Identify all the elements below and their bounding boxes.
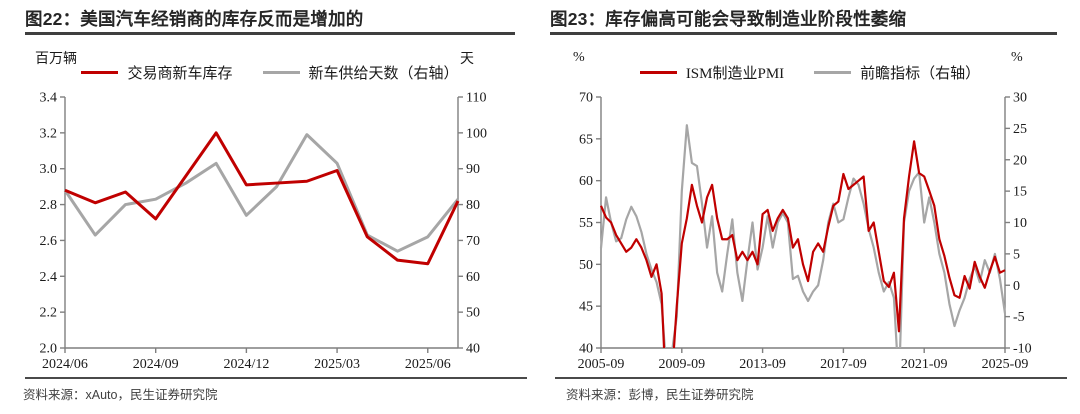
figure-title: 图22：美国汽车经销商的库存反而是增加的 (25, 9, 364, 29)
legend-item-ism-pmi: ISM制造业PMI (639, 62, 785, 83)
svg-text:50: 50 (466, 306, 480, 321)
legend-label: 交易商新车库存 (127, 66, 233, 82)
svg-text:15: 15 (1013, 185, 1027, 200)
red-line-swatch-icon (81, 70, 119, 75)
ism-pmi-line-chart: 40 45 50 55 60 65 70 -10 -5 0 5 10 15 20 25 30 2005-09 20… (578, 91, 1032, 373)
svg-text:60: 60 (579, 174, 593, 189)
svg-text:2013-09: 2013-09 (739, 357, 786, 372)
svg-text:45: 45 (579, 300, 593, 315)
svg-text:10: 10 (1013, 216, 1027, 231)
svg-text:30: 30 (1013, 91, 1027, 106)
svg-text:3.2: 3.2 (40, 126, 58, 141)
svg-text:5: 5 (1013, 247, 1020, 262)
legend: 交易商新车库存 新车供给天数（右轴） (0, 62, 540, 83)
svg-text:2009-09: 2009-09 (658, 357, 705, 372)
svg-text:2.8: 2.8 (40, 198, 58, 213)
figure-panel-22: 图22：美国汽车经销商的库存反而是增加的 2.0 2.2 2.4 2.6 2.8 3.0 3… (0, 9, 540, 402)
svg-text:2025/03: 2025/03 (314, 357, 360, 372)
legend: ISM制造业PMI 前瞻指标（右轴） (540, 62, 1080, 83)
svg-text:3.0: 3.0 (40, 162, 58, 177)
svg-text:2005-09: 2005-09 (578, 357, 625, 372)
auto-inventory-line-chart: 2.0 2.2 2.4 2.6 2.8 3.0 3.2 3.4 40 50 60 70 80 90 100 1… (40, 91, 488, 373)
svg-text:2.0: 2.0 (40, 342, 58, 357)
svg-text:55: 55 (579, 216, 593, 231)
source-divider (25, 377, 527, 379)
svg-text:0: 0 (1013, 279, 1020, 294)
svg-text:40: 40 (466, 342, 480, 357)
svg-text:80: 80 (466, 198, 480, 213)
svg-text:2.4: 2.4 (40, 270, 58, 285)
svg-text:20: 20 (1013, 153, 1027, 168)
svg-text:3.4: 3.4 (40, 91, 58, 106)
legend-item-inventory: 交易商新车库存 (81, 62, 233, 83)
svg-text:2024/06: 2024/06 (42, 357, 88, 372)
gray-line-swatch-icon (814, 70, 852, 75)
svg-text:2017-09: 2017-09 (820, 357, 867, 372)
svg-text:25: 25 (1013, 122, 1027, 137)
svg-text:2024/12: 2024/12 (223, 357, 269, 372)
svg-text:2025-09: 2025-09 (982, 357, 1029, 372)
left-axis-unit: % (573, 50, 585, 65)
svg-text:2.2: 2.2 (40, 306, 58, 321)
svg-text:50: 50 (579, 258, 593, 273)
figure-title: 图23：库存偏高可能会导致制造业阶段性萎缩 (550, 9, 907, 29)
source-note: 资料来源：彭博，民生证券研究院 (566, 388, 754, 402)
legend-item-supply-days: 新车供给天数（右轴） (262, 62, 459, 83)
svg-text:90: 90 (466, 162, 480, 177)
legend-item-leading-indicator: 前瞻指标（右轴） (814, 62, 980, 83)
legend-label: 新车供给天数（右轴） (308, 66, 459, 82)
red-line-swatch-icon (639, 70, 677, 75)
title-underline (550, 32, 1057, 35)
svg-text:2024/09: 2024/09 (133, 357, 179, 372)
svg-text:65: 65 (579, 132, 593, 147)
svg-text:2025/06: 2025/06 (405, 357, 451, 372)
source-divider (555, 377, 1067, 379)
title-underline (25, 32, 515, 35)
svg-text:40: 40 (579, 342, 593, 357)
right-axis-unit: % (1011, 50, 1023, 65)
svg-text:70: 70 (466, 234, 480, 249)
svg-text:60: 60 (466, 270, 480, 285)
svg-text:2.6: 2.6 (40, 234, 58, 249)
svg-text:-5: -5 (1013, 310, 1025, 325)
figure-panel-23: 图23：库存偏高可能会导致制造业阶段性萎缩 40 45 50 55 60 65 70 -10-… (540, 0, 1080, 414)
svg-text:70: 70 (579, 91, 593, 106)
legend-label: ISM制造业PMI (685, 66, 785, 82)
svg-text:2021-09: 2021-09 (901, 357, 948, 372)
legend-label: 前瞻指标（右轴） (860, 66, 981, 82)
svg-text:100: 100 (466, 126, 487, 141)
left-axis-unit: 百万辆 (35, 52, 77, 67)
svg-text:110: 110 (466, 91, 486, 106)
svg-text:-10: -10 (1013, 342, 1032, 357)
source-note: 资料来源：xAuto，民生证券研究院 (23, 388, 218, 402)
gray-line-swatch-icon (262, 70, 300, 75)
right-axis-unit: 天 (460, 52, 474, 67)
